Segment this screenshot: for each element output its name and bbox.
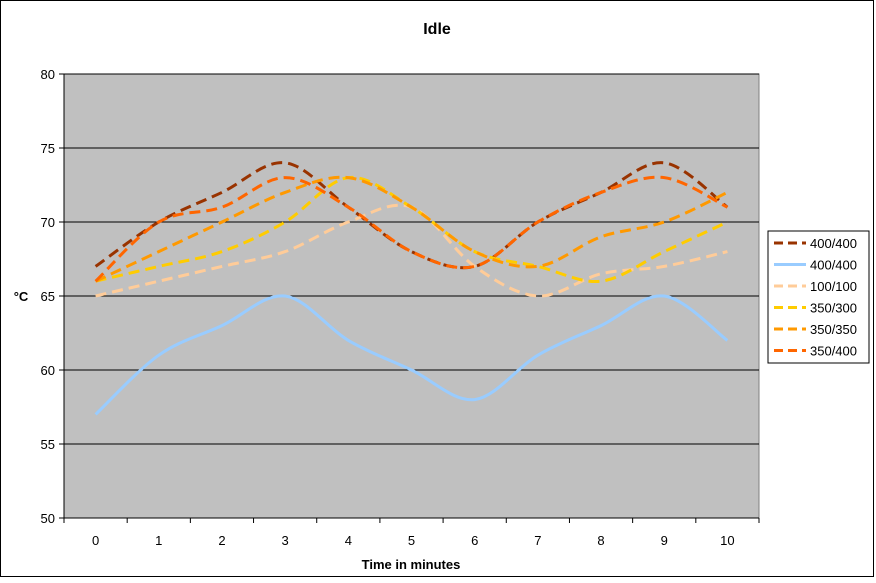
- x-tick-label: 7: [534, 533, 541, 548]
- y-tick-label: 55: [41, 437, 55, 452]
- x-tick-label: 9: [661, 533, 668, 548]
- x-tick-label: 4: [345, 533, 352, 548]
- legend-label: 400/400: [810, 258, 857, 273]
- chart-title: Idle: [423, 21, 451, 38]
- x-tick-label: 8: [597, 533, 604, 548]
- x-axis-ticks: 0 1 2 3 4 5 6 7 8 9 10: [64, 518, 759, 548]
- y-axis-label: °C: [14, 289, 29, 304]
- x-tick-label: 6: [471, 533, 478, 548]
- x-tick-label: 0: [92, 533, 99, 548]
- y-tick-label: 65: [41, 289, 55, 304]
- legend-label: 350/300: [810, 301, 857, 316]
- x-axis-label: Time in minutes: [362, 557, 461, 572]
- legend-label: 400/400: [810, 236, 857, 251]
- y-tick-label: 50: [41, 511, 55, 526]
- legend: 400/400 400/400 100/100 350/300 350/350 350/4…: [768, 231, 869, 363]
- legend-label: 350/350: [810, 322, 857, 337]
- x-tick-label: 3: [282, 533, 289, 548]
- y-tick-label: 60: [41, 363, 55, 378]
- legend-label: 350/400: [810, 344, 857, 359]
- y-tick-label: 70: [41, 215, 55, 230]
- y-tick-label: 80: [41, 67, 55, 82]
- x-tick-label: 2: [218, 533, 225, 548]
- y-tick-label: 75: [41, 141, 55, 156]
- legend-label: 100/100: [810, 279, 857, 294]
- x-tick-label: 10: [720, 533, 734, 548]
- x-tick-label: 5: [408, 533, 415, 548]
- x-tick-label: 1: [155, 533, 162, 548]
- y-axis-ticks: 50 55 60 65 70 75 80: [41, 67, 64, 526]
